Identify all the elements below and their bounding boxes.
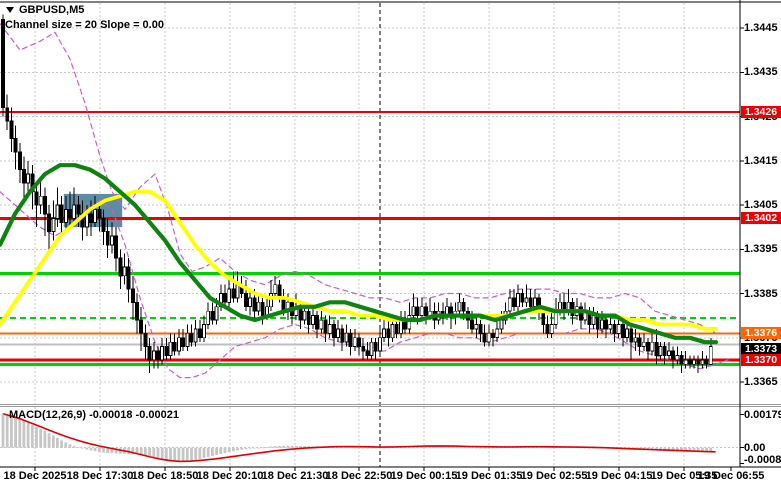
time-tick-label: 19 Dec 05:35	[650, 470, 718, 482]
price-level-badge: 1.3373	[741, 343, 781, 355]
price-tick-label: 1.3395	[744, 243, 778, 255]
macd-scale-max: 0.00179	[744, 409, 781, 421]
time-tick-label: 19 Dec 00:15	[390, 470, 458, 482]
price-level-badge: 1.3426	[741, 106, 781, 118]
time-tick-label: 19 Dec 06:55	[697, 470, 765, 482]
price-tick-label: 1.3405	[744, 199, 778, 211]
price-tick-label: 1.3385	[744, 288, 778, 300]
price-level-badge: 1.3402	[741, 212, 781, 224]
channel-indicator-label: Channel size = 20 Slope = 0.00	[5, 19, 164, 31]
time-tick-label: 19 Dec 01:35	[455, 470, 523, 482]
time-tick-label: 18 Dec 22:50	[325, 470, 393, 482]
time-tick-label: 18 Dec 20:10	[196, 470, 264, 482]
time-tick-label: 18 Dec 21:30	[261, 470, 329, 482]
price-tick-label: 1.3445	[744, 22, 778, 34]
time-tick-label: 18 Dec 2025	[3, 470, 67, 482]
macd-scale-min: -0.00086	[744, 454, 781, 466]
symbol-title-label: GBPUSD,M5	[19, 4, 85, 16]
price-tick-label: 1.3365	[744, 376, 778, 388]
macd-scale-zero: 0.00	[744, 442, 766, 454]
time-tick-label: 19 Dec 04:15	[585, 470, 653, 482]
symbol-dropdown-icon[interactable]	[6, 7, 14, 13]
time-tick-label: 18 Dec 17:30	[66, 470, 134, 482]
time-tick-label: 18 Dec 18:50	[131, 470, 199, 482]
time-tick-label: 19 Dec 02:55	[520, 470, 588, 482]
price-tick-label: 1.3435	[744, 66, 778, 78]
macd-indicator-label: MACD(12,26,9) -0.00018 -0.00021	[9, 409, 179, 421]
price-level-badge: 1.3376	[741, 327, 781, 339]
price-tick-label: 1.3415	[744, 155, 778, 167]
price-level-badge: 1.3370	[741, 354, 781, 366]
symbol-title: GBPUSD,M5	[6, 4, 84, 16]
